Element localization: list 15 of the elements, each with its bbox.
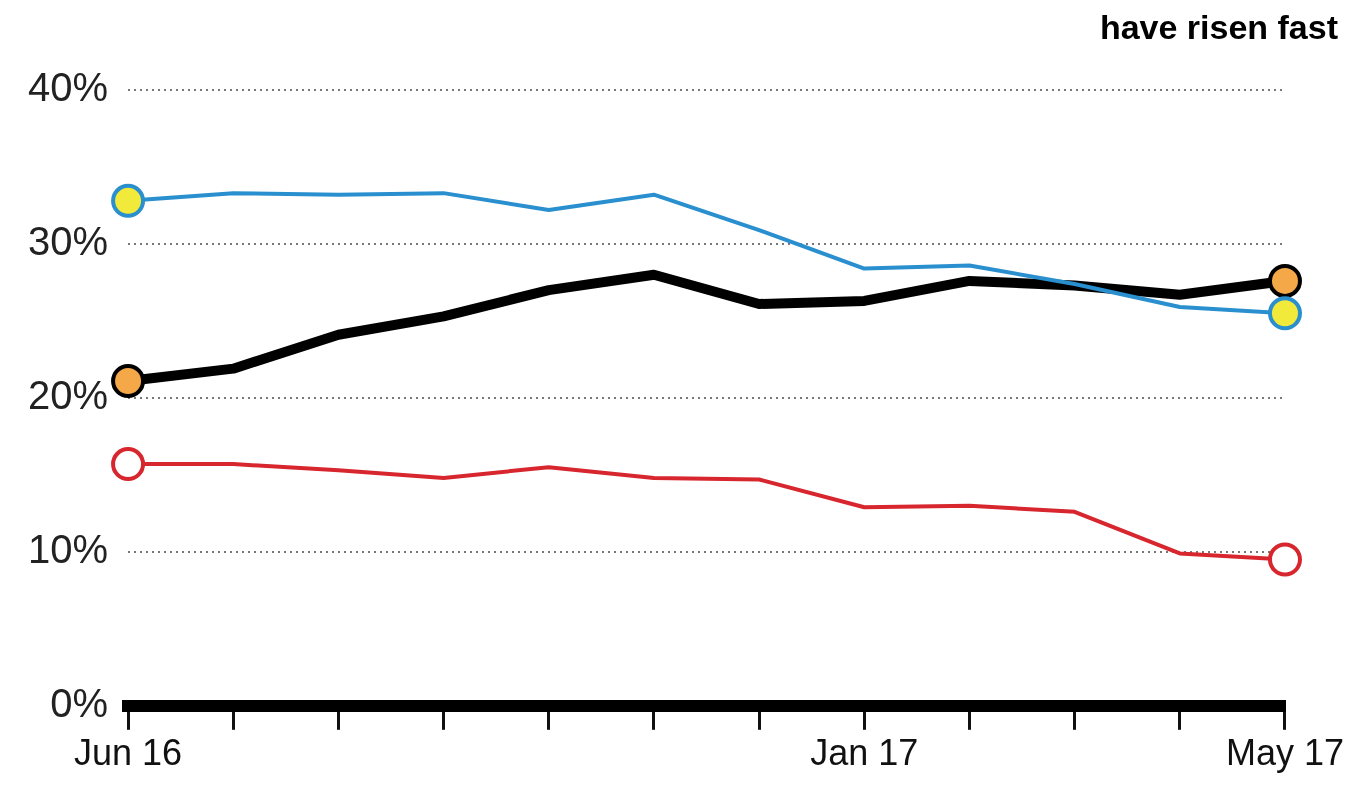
chart-title: have risen fast (1098, 8, 1339, 46)
point (1267, 542, 1302, 577)
point (111, 363, 146, 398)
y-tick-label: 0% (50, 680, 109, 725)
y-tick-label: 10% (28, 526, 109, 571)
point (111, 183, 146, 218)
y-tick-label: 30% (28, 218, 109, 263)
y-tick-label: 20% (28, 372, 109, 417)
x-tick-label: Jun 16 (74, 732, 183, 774)
y-tick-label: 40% (28, 65, 109, 110)
point (1267, 263, 1302, 298)
x-tick-label: May 17 (1225, 732, 1344, 774)
point (1267, 296, 1302, 331)
point (111, 447, 146, 482)
x-tick-label: Jan 17 (810, 732, 919, 774)
